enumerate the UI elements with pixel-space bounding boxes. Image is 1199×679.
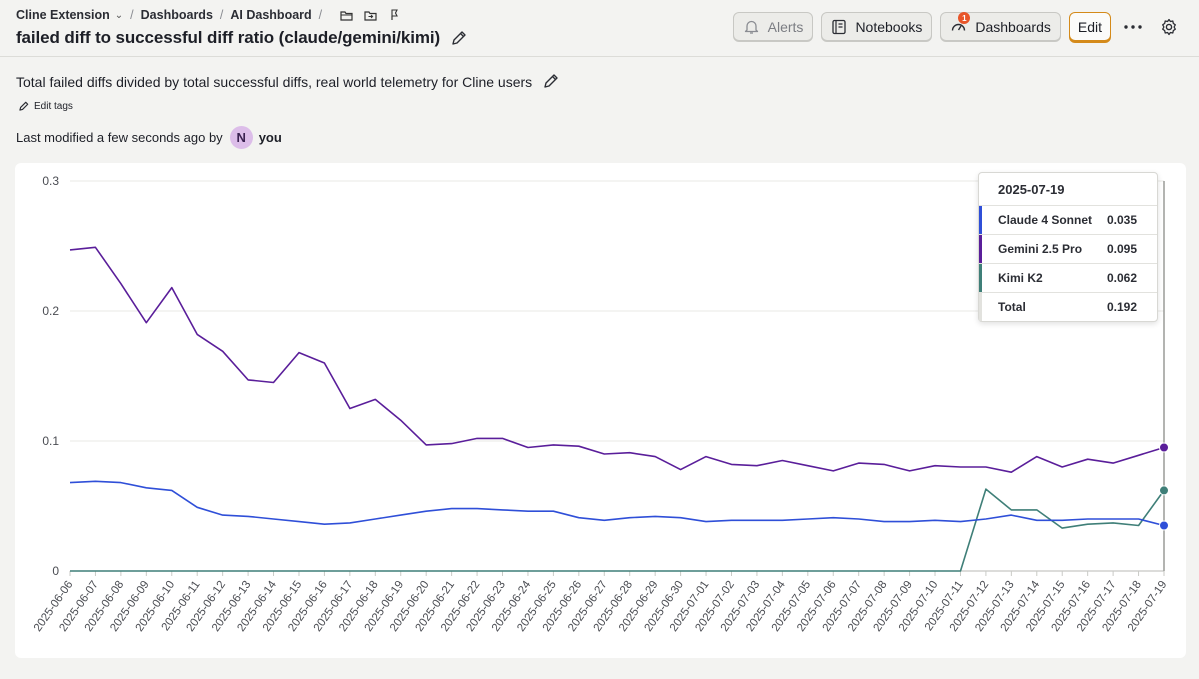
tooltip-row: Gemini 2.5 Pro 0.095 bbox=[979, 235, 1157, 264]
y-tick-label: 0.3 bbox=[42, 174, 59, 188]
more-options-icon[interactable] bbox=[1119, 13, 1147, 41]
series-line-gemini-2-5-pro bbox=[69, 246, 1165, 474]
alerts-label: Alerts bbox=[767, 18, 804, 35]
tooltip-date: 2025-07-19 bbox=[979, 173, 1157, 206]
tooltip-series-name: Kimi K2 bbox=[998, 271, 1043, 285]
y-tick-label: 0 bbox=[52, 564, 59, 578]
tooltip-series-value: 0.062 bbox=[1107, 271, 1138, 285]
breadcrumb-dashboards[interactable]: Dashboards bbox=[140, 8, 213, 22]
pencil-icon[interactable] bbox=[542, 73, 559, 90]
tooltip-series-color bbox=[979, 264, 982, 292]
tooltip-series-value: 0.035 bbox=[1107, 213, 1138, 227]
breadcrumb-separator: / bbox=[130, 8, 134, 22]
gauge-icon: 1 bbox=[950, 12, 971, 35]
tooltip-series-color bbox=[979, 293, 982, 321]
edit-label: Edit bbox=[1077, 18, 1102, 35]
bell-icon bbox=[743, 18, 760, 35]
toolbar: Alerts Notebooks 1 Dashboards Edit bbox=[732, 12, 1183, 41]
folder-icon[interactable] bbox=[339, 8, 353, 22]
tooltip-row: Kimi K2 0.062 bbox=[979, 264, 1157, 293]
chart-tooltip: 2025-07-19 Claude 4 Sonnet 0.035 Gemini … bbox=[978, 172, 1158, 322]
alerts-button[interactable]: Alerts bbox=[732, 12, 814, 41]
tooltip-total-value: 0.192 bbox=[1107, 300, 1138, 314]
notebooks-label: Notebooks bbox=[855, 18, 923, 35]
breadcrumb: Cline Extension ⌄ / Dashboards / AI Dash… bbox=[16, 8, 401, 22]
tooltip-total-label: Total bbox=[998, 300, 1026, 314]
tooltip-series-name: Gemini 2.5 Pro bbox=[998, 242, 1083, 256]
chevron-down-icon[interactable]: ⌄ bbox=[114, 9, 124, 21]
dashboards-label: Dashboards bbox=[975, 18, 1051, 35]
gear-icon[interactable] bbox=[1155, 13, 1183, 41]
breadcrumb-separator: / bbox=[219, 8, 224, 22]
pin-icon[interactable] bbox=[387, 8, 401, 22]
series-line-kimi-k2 bbox=[70, 488, 1165, 572]
breadcrumb-separator: / bbox=[318, 8, 323, 22]
page-title: failed diff to successful diff ratio (cl… bbox=[16, 28, 467, 48]
pencil-icon[interactable] bbox=[450, 30, 467, 47]
tooltip-series-color bbox=[979, 206, 982, 234]
y-tick-label: 0.2 bbox=[42, 304, 59, 318]
modified-by-user: you bbox=[258, 129, 282, 145]
tooltip-series-name: Claude 4 Sonnet bbox=[998, 213, 1093, 227]
avatar[interactable]: N bbox=[229, 125, 253, 149]
dashboards-badge: 1 bbox=[958, 12, 971, 24]
page-title-text: failed diff to successful diff ratio (cl… bbox=[16, 28, 441, 47]
edit-tags-button[interactable]: Edit tags bbox=[18, 99, 73, 113]
tooltip-series-value: 0.095 bbox=[1107, 242, 1138, 256]
top-bar: Cline Extension ⌄ / Dashboards / AI Dash… bbox=[0, 0, 1199, 57]
notebook-icon bbox=[831, 19, 847, 35]
tooltip-row: Claude 4 Sonnet 0.035 bbox=[979, 206, 1157, 235]
description-text: Total failed diffs divided by total succ… bbox=[16, 73, 533, 90]
tooltip-series-color bbox=[979, 235, 982, 263]
folder-move-icon[interactable] bbox=[363, 8, 377, 22]
y-tick-label: 0.1 bbox=[42, 434, 59, 448]
notebooks-button[interactable]: Notebooks bbox=[821, 12, 933, 41]
series-point-gemini-2-5-pro bbox=[1159, 442, 1169, 453]
breadcrumb-dashboard[interactable]: AI Dashboard bbox=[230, 8, 312, 22]
pencil-icon bbox=[18, 101, 29, 112]
dashboards-button[interactable]: 1 Dashboards bbox=[940, 12, 1061, 41]
last-modified: Last modified a few seconds ago by N you bbox=[16, 125, 282, 149]
last-modified-text: Last modified a few seconds ago by bbox=[16, 129, 223, 145]
series-line-claude-4-sonnet bbox=[69, 480, 1165, 527]
series-point-kimi-k2 bbox=[1159, 485, 1169, 496]
edit-tags-label: Edit tags bbox=[34, 100, 73, 112]
edit-button[interactable]: Edit bbox=[1068, 12, 1111, 41]
series-point-claude-4-sonnet bbox=[1159, 520, 1169, 531]
dashboard-description: Total failed diffs divided by total succ… bbox=[16, 73, 559, 90]
breadcrumb-project[interactable]: Cline Extension bbox=[16, 8, 110, 22]
tooltip-row: Total 0.192 bbox=[979, 293, 1157, 321]
